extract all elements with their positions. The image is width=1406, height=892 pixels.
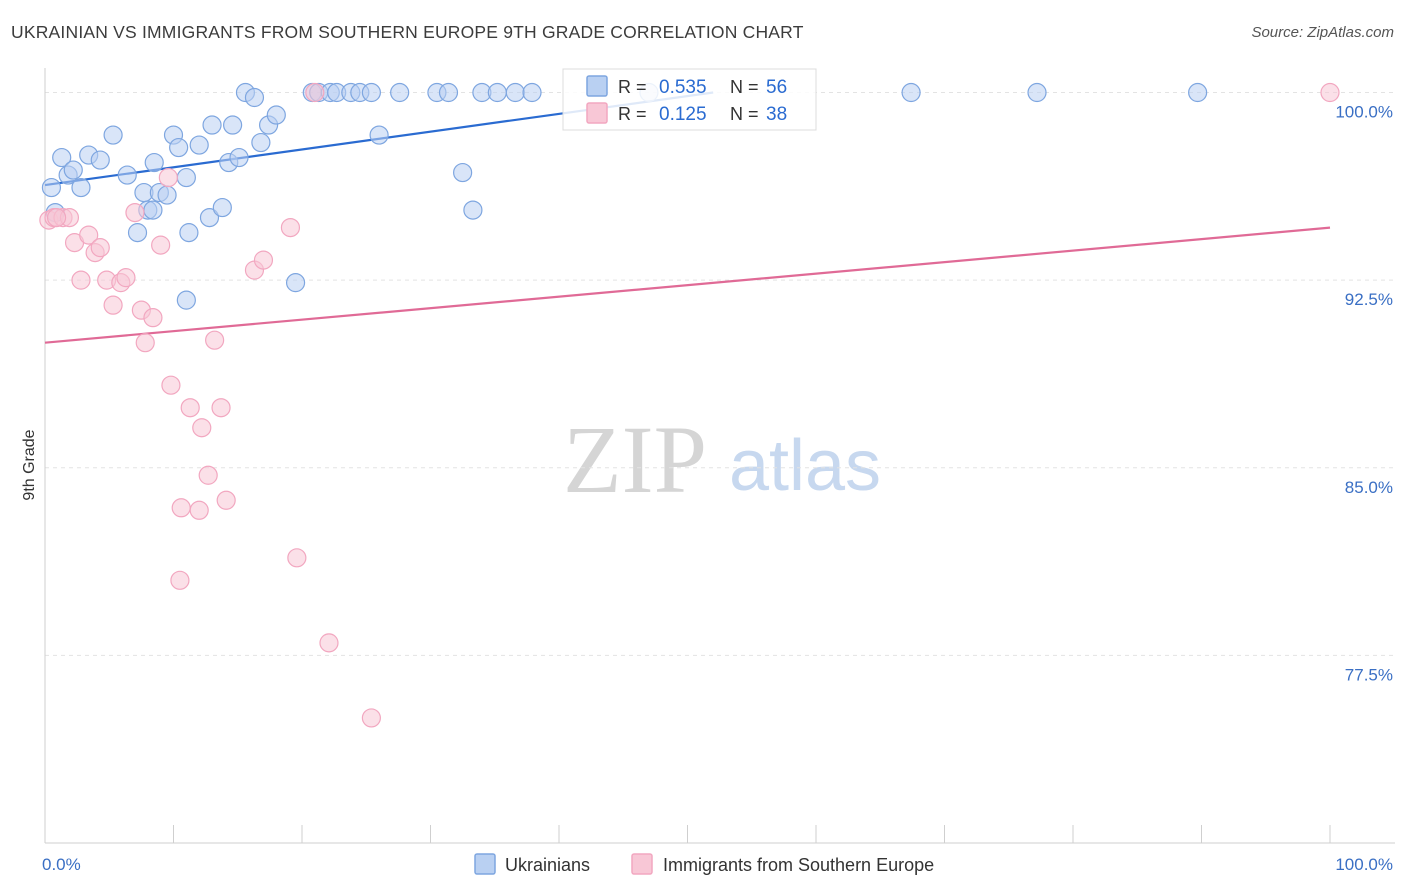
immigrant-trend-line — [44, 226, 1331, 344]
ukrainian-point-52 — [901, 82, 921, 103]
x-tick-label-1: 100.0% — [1335, 855, 1393, 874]
y-tick-labels: 100.0% 92.5% 85.0% 77.5% — [1335, 103, 1393, 685]
immigrant-point-6 — [79, 225, 99, 245]
watermark-atlas: atlas — [729, 426, 881, 506]
bottom-legend-label-immigrants: Immigrants from Southern Europe — [663, 855, 934, 875]
immigrant-point-36 — [1320, 82, 1340, 103]
immigrant-point-12 — [116, 268, 136, 288]
x-tick-label-0: 0.0% — [42, 855, 81, 874]
ukrainian-point-14 — [144, 152, 164, 173]
immigrant-point-25 — [198, 465, 218, 485]
series-legend: Ukrainians Immigrants from Southern Euro… — [474, 853, 934, 875]
y-tick-label-2: 85.0% — [1345, 478, 1393, 497]
ukrainian-point-32 — [266, 105, 286, 125]
immigrant-point-30 — [253, 250, 274, 270]
immigrant-point-37 — [46, 207, 67, 228]
ukrainian-point-0 — [41, 177, 62, 198]
immigrant-point-17 — [151, 235, 171, 255]
ukrainian-point-10 — [127, 223, 148, 243]
ukrainian-point-53 — [1027, 82, 1047, 103]
ukrainian-point-22 — [199, 207, 220, 228]
immigrant-point-26 — [205, 330, 225, 350]
legend-r-label-2: R = — [618, 104, 647, 124]
ukrainian-point-23 — [202, 115, 222, 135]
ukrainian-point-27 — [229, 147, 249, 168]
ukrainian-point-26 — [223, 115, 243, 135]
ukrainian-point-33 — [285, 273, 306, 293]
ukrainian-point-19 — [176, 167, 196, 188]
ukrainian-point-18 — [169, 137, 189, 158]
legend-n-value-1: 56 — [766, 77, 787, 98]
immigrant-point-31 — [280, 217, 301, 238]
ukrainian-point-44 — [438, 82, 459, 103]
ukrainian-point-7 — [90, 150, 110, 170]
immigrant-point-16 — [143, 308, 163, 328]
chart-title: UKRAINIAN VS IMMIGRANTS FROM SOUTHERN EU… — [11, 22, 804, 42]
legend-swatch-immigrants — [586, 102, 608, 124]
ukrainian-point-41 — [369, 125, 389, 145]
ukrainian-point-42 — [390, 82, 410, 103]
source-credit: Source: ZipAtlas.com — [1251, 24, 1394, 41]
legend-n-value-2: 38 — [766, 104, 787, 125]
stats-legend: R = 0.535 N = 56 R = 0.125 N = 38 — [562, 68, 817, 131]
ukrainian-point-2 — [52, 147, 72, 168]
ukrainian-point-29 — [244, 87, 265, 108]
immigrant-point-5 — [71, 270, 91, 290]
immigrant-point-19 — [161, 375, 181, 395]
bottom-legend-swatch-ukrainians — [474, 853, 496, 875]
immigrant-point-28 — [216, 490, 236, 510]
ukrainian-point-13 — [143, 200, 163, 220]
y-tick-label-1: 92.5% — [1345, 290, 1393, 309]
legend-n-label-1: N = — [730, 77, 759, 97]
ukrainian-point-21 — [189, 135, 209, 155]
ukrainian-point-45 — [453, 162, 473, 183]
immigrant-point-34 — [319, 633, 339, 653]
legend-r-value-2: 0.125 — [659, 104, 707, 125]
immigrant-point-21 — [170, 570, 190, 590]
immigrant-point-22 — [180, 398, 200, 418]
ukrainian-point-48 — [487, 82, 507, 103]
immigrant-point-33 — [305, 82, 325, 103]
x-tick-labels: 0.0% 100.0% — [42, 855, 1393, 874]
bottom-legend-swatch-immigrants — [631, 853, 653, 875]
axes — [44, 68, 1395, 844]
immigrant-point-20 — [171, 498, 191, 518]
ukrainian-point-4 — [63, 160, 83, 180]
immigrant-point-10 — [103, 295, 123, 315]
immigrant-point-23 — [189, 500, 209, 520]
immigrant-point-18 — [158, 167, 178, 188]
bottom-legend-label-ukrainians: Ukrainians — [505, 855, 590, 875]
legend-n-label-2: N = — [730, 104, 759, 124]
immigrant-point-15 — [135, 333, 155, 353]
y-tick-label-0: 100.0% — [1335, 103, 1393, 122]
immigrant-point-13 — [125, 202, 145, 223]
immigrant-point-35 — [361, 708, 381, 728]
ukrainian-point-5 — [71, 177, 91, 198]
immigrant-point-32 — [287, 548, 307, 568]
ukrainian-point-49 — [505, 82, 525, 103]
ukrainian-point-55 — [176, 290, 196, 310]
legend-r-label-1: R = — [618, 77, 647, 97]
ukrainian-point-9 — [117, 165, 137, 185]
y-tick-label-3: 77.5% — [1345, 665, 1393, 684]
ukrainian-point-54 — [1188, 82, 1208, 103]
immigrant-point-24 — [192, 418, 212, 438]
immigrant-point-8 — [90, 238, 110, 258]
ukrainian-point-46 — [463, 200, 483, 220]
ukrainian-point-8 — [103, 125, 123, 145]
ukrainian-point-30 — [251, 132, 271, 153]
ukrainian-point-40 — [361, 82, 381, 103]
ukrainian-point-50 — [522, 82, 542, 103]
ukrainian-point-20 — [179, 223, 199, 243]
legend-swatch-ukrainians — [586, 75, 608, 97]
watermark-zip: ZIP — [563, 406, 707, 513]
y-axis-label: 9th Grade — [21, 429, 38, 500]
legend-r-value-1: 0.535 — [659, 77, 707, 98]
ukrainian-point-24 — [212, 197, 232, 218]
ukrainian-point-16 — [157, 185, 177, 205]
immigrant-point-27 — [211, 398, 231, 418]
grid-lines — [45, 92, 1395, 656]
